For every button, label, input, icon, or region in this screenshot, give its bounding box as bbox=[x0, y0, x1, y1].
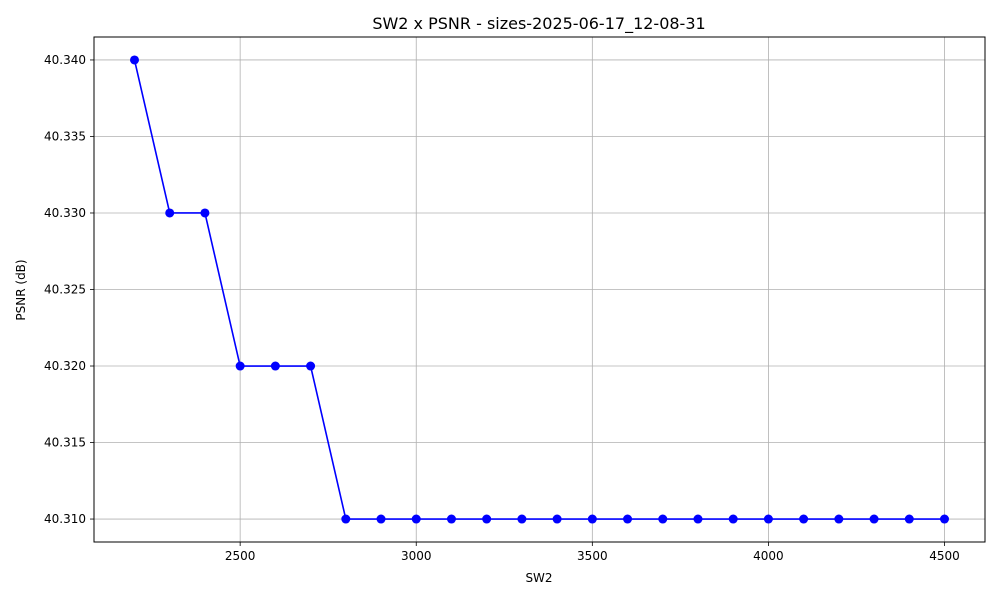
x-tick-label: 3000 bbox=[401, 549, 432, 563]
x-tick-label: 4500 bbox=[929, 549, 960, 563]
grid bbox=[94, 37, 985, 542]
chart-title: SW2 x PSNR - sizes-2025-06-17_12-08-31 bbox=[372, 14, 705, 34]
data-point bbox=[623, 514, 633, 524]
data-point bbox=[306, 361, 316, 371]
data-point bbox=[482, 514, 492, 524]
x-tick-label: 3500 bbox=[577, 549, 608, 563]
y-axis-label: PSNR (dB) bbox=[14, 259, 28, 320]
y-tick-label: 40.335 bbox=[44, 129, 86, 143]
data-point bbox=[270, 361, 280, 371]
x-axis-ticks: 2500 3000 3500 4000 4500 bbox=[225, 542, 960, 563]
x-axis-label: SW2 bbox=[525, 571, 552, 585]
data-point bbox=[693, 514, 703, 524]
y-tick-label: 40.340 bbox=[44, 53, 86, 67]
data-point bbox=[658, 514, 668, 524]
data-point bbox=[552, 514, 562, 524]
series-line bbox=[133, 59, 945, 520]
data-point bbox=[235, 361, 245, 371]
data-point bbox=[728, 514, 738, 524]
data-point bbox=[130, 55, 139, 65]
y-axis-ticks: 40.310 40.315 40.320 40.325 40.330 40.335 40.3… bbox=[44, 53, 94, 526]
data-point bbox=[763, 514, 773, 524]
data-point bbox=[341, 514, 351, 524]
data-point bbox=[446, 514, 456, 524]
data-point bbox=[411, 514, 421, 524]
data-point bbox=[376, 514, 386, 524]
y-tick-label: 40.320 bbox=[44, 359, 86, 373]
y-tick-label: 40.315 bbox=[44, 436, 86, 450]
data-point bbox=[869, 514, 879, 524]
data-point bbox=[799, 514, 809, 524]
x-tick-label: 2500 bbox=[225, 549, 256, 563]
x-tick-label: 4000 bbox=[753, 549, 784, 563]
data-point bbox=[517, 514, 527, 524]
y-tick-label: 40.325 bbox=[44, 283, 86, 297]
y-tick-label: 40.330 bbox=[44, 206, 86, 220]
data-point bbox=[200, 208, 210, 218]
y-tick-label: 40.310 bbox=[44, 512, 86, 526]
data-point bbox=[587, 514, 597, 524]
data-point bbox=[940, 514, 949, 524]
series-layer bbox=[130, 55, 949, 524]
data-point bbox=[165, 208, 175, 218]
data-point bbox=[904, 514, 914, 524]
data-point bbox=[834, 514, 844, 524]
